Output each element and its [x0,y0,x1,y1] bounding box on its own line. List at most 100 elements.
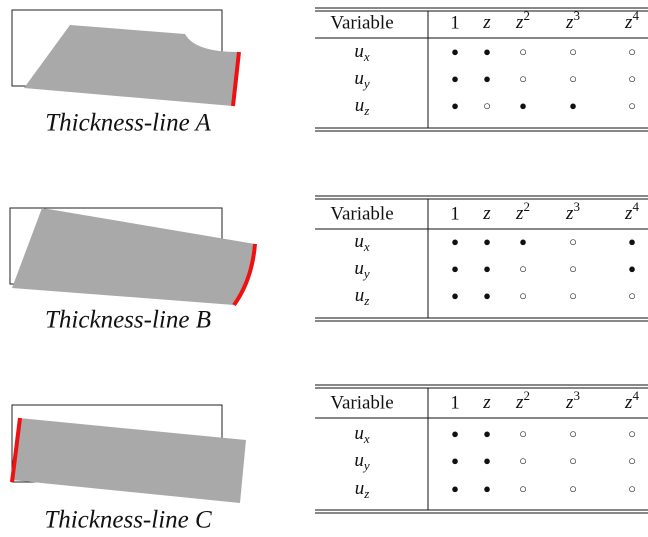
cell: ○ [519,288,527,303]
header-cell: z4 [624,388,639,413]
cell: ○ [569,44,577,59]
cell: ● [628,261,636,276]
cell: ○ [519,261,527,276]
cell: ● [483,481,491,496]
cell: ● [451,481,459,496]
cell: ● [451,288,459,303]
header-cell: 1 [450,203,460,224]
superscript: 4 [632,8,639,23]
cell: ○ [569,453,577,468]
subscript: y [362,458,370,473]
subscript: z [363,293,369,308]
cell: ● [451,71,459,86]
cell: ○ [519,71,527,86]
subscript: z [363,486,369,501]
cell: ○ [628,288,636,303]
cell: ● [519,98,527,113]
superscript: 4 [632,388,639,403]
base: u [354,231,364,252]
cell: ● [483,426,491,441]
shape-a [12,10,239,106]
header-cell: z2 [515,199,530,224]
superscript: 2 [523,199,530,214]
header-cell: z [482,392,491,413]
base: u [355,285,365,306]
subscript: y [362,76,370,91]
superscript: 4 [632,199,639,214]
cell: ○ [628,98,636,113]
base: u [354,41,364,62]
cell: ○ [569,481,577,496]
base: z [482,12,491,33]
base: u [354,423,364,444]
row-label: uz [355,285,370,308]
cell: ● [483,453,491,468]
cell: ○ [483,98,491,113]
caption: Thickness-line C [44,507,212,534]
row-label: ux [354,41,370,64]
cell: ● [451,261,459,276]
cell: ● [483,261,491,276]
row-label: uy [354,258,370,281]
cell: ● [483,71,491,86]
base: u [354,450,364,471]
superscript: 3 [573,199,580,214]
cell: ○ [628,426,636,441]
header-cell: Variable [330,12,393,33]
cell: ○ [519,44,527,59]
base: z [482,392,491,413]
header-cell: z2 [515,8,530,33]
header-cell: 1 [450,12,460,33]
cell: ○ [628,481,636,496]
cell: ○ [628,453,636,468]
header-cell: Variable [330,203,393,224]
superscript: 2 [523,388,530,403]
header-cell: z3 [565,199,580,224]
base: u [355,95,365,116]
header-cell: 1 [450,392,460,413]
cell: ○ [519,453,527,468]
cell: ○ [569,71,577,86]
cell: ○ [628,44,636,59]
cell: ○ [569,234,577,249]
cell: ● [483,234,491,249]
figure: Thickness-line AVariable1zz2z3z4ux●●○○○u… [0,0,648,537]
header-cell: z [482,203,491,224]
header-cell: z4 [624,8,639,33]
base: u [354,68,364,89]
base: u [354,258,364,279]
shape-c [12,405,246,503]
row-label: ux [354,231,370,254]
cell: ○ [569,261,577,276]
cell: ○ [519,426,527,441]
caption: Thickness-line B [45,307,211,334]
cell: ● [451,426,459,441]
row-label: uz [355,478,370,501]
subscript: z [363,103,369,118]
superscript: 3 [573,388,580,403]
cell: ○ [519,481,527,496]
row-label: uy [354,68,370,91]
cell: ○ [569,426,577,441]
cell: ● [483,44,491,59]
subscript: x [363,49,370,64]
header-cell: z3 [565,388,580,413]
row-label: ux [354,423,370,446]
cell: ● [519,234,527,249]
superscript: 3 [573,8,580,23]
cell: ● [569,98,577,113]
cell: ○ [569,288,577,303]
cell: ● [451,234,459,249]
cell: ● [451,44,459,59]
caption: Thickness-line A [45,110,211,137]
header-cell: z3 [565,8,580,33]
cell: ○ [628,71,636,86]
cell: ● [451,98,459,113]
row-label: uz [355,95,370,118]
row-label: uy [354,450,370,473]
header-cell: z4 [624,199,639,224]
header-cell: Variable [330,392,393,413]
shape-b [10,208,255,305]
subscript: x [363,239,370,254]
subscript: x [363,431,370,446]
